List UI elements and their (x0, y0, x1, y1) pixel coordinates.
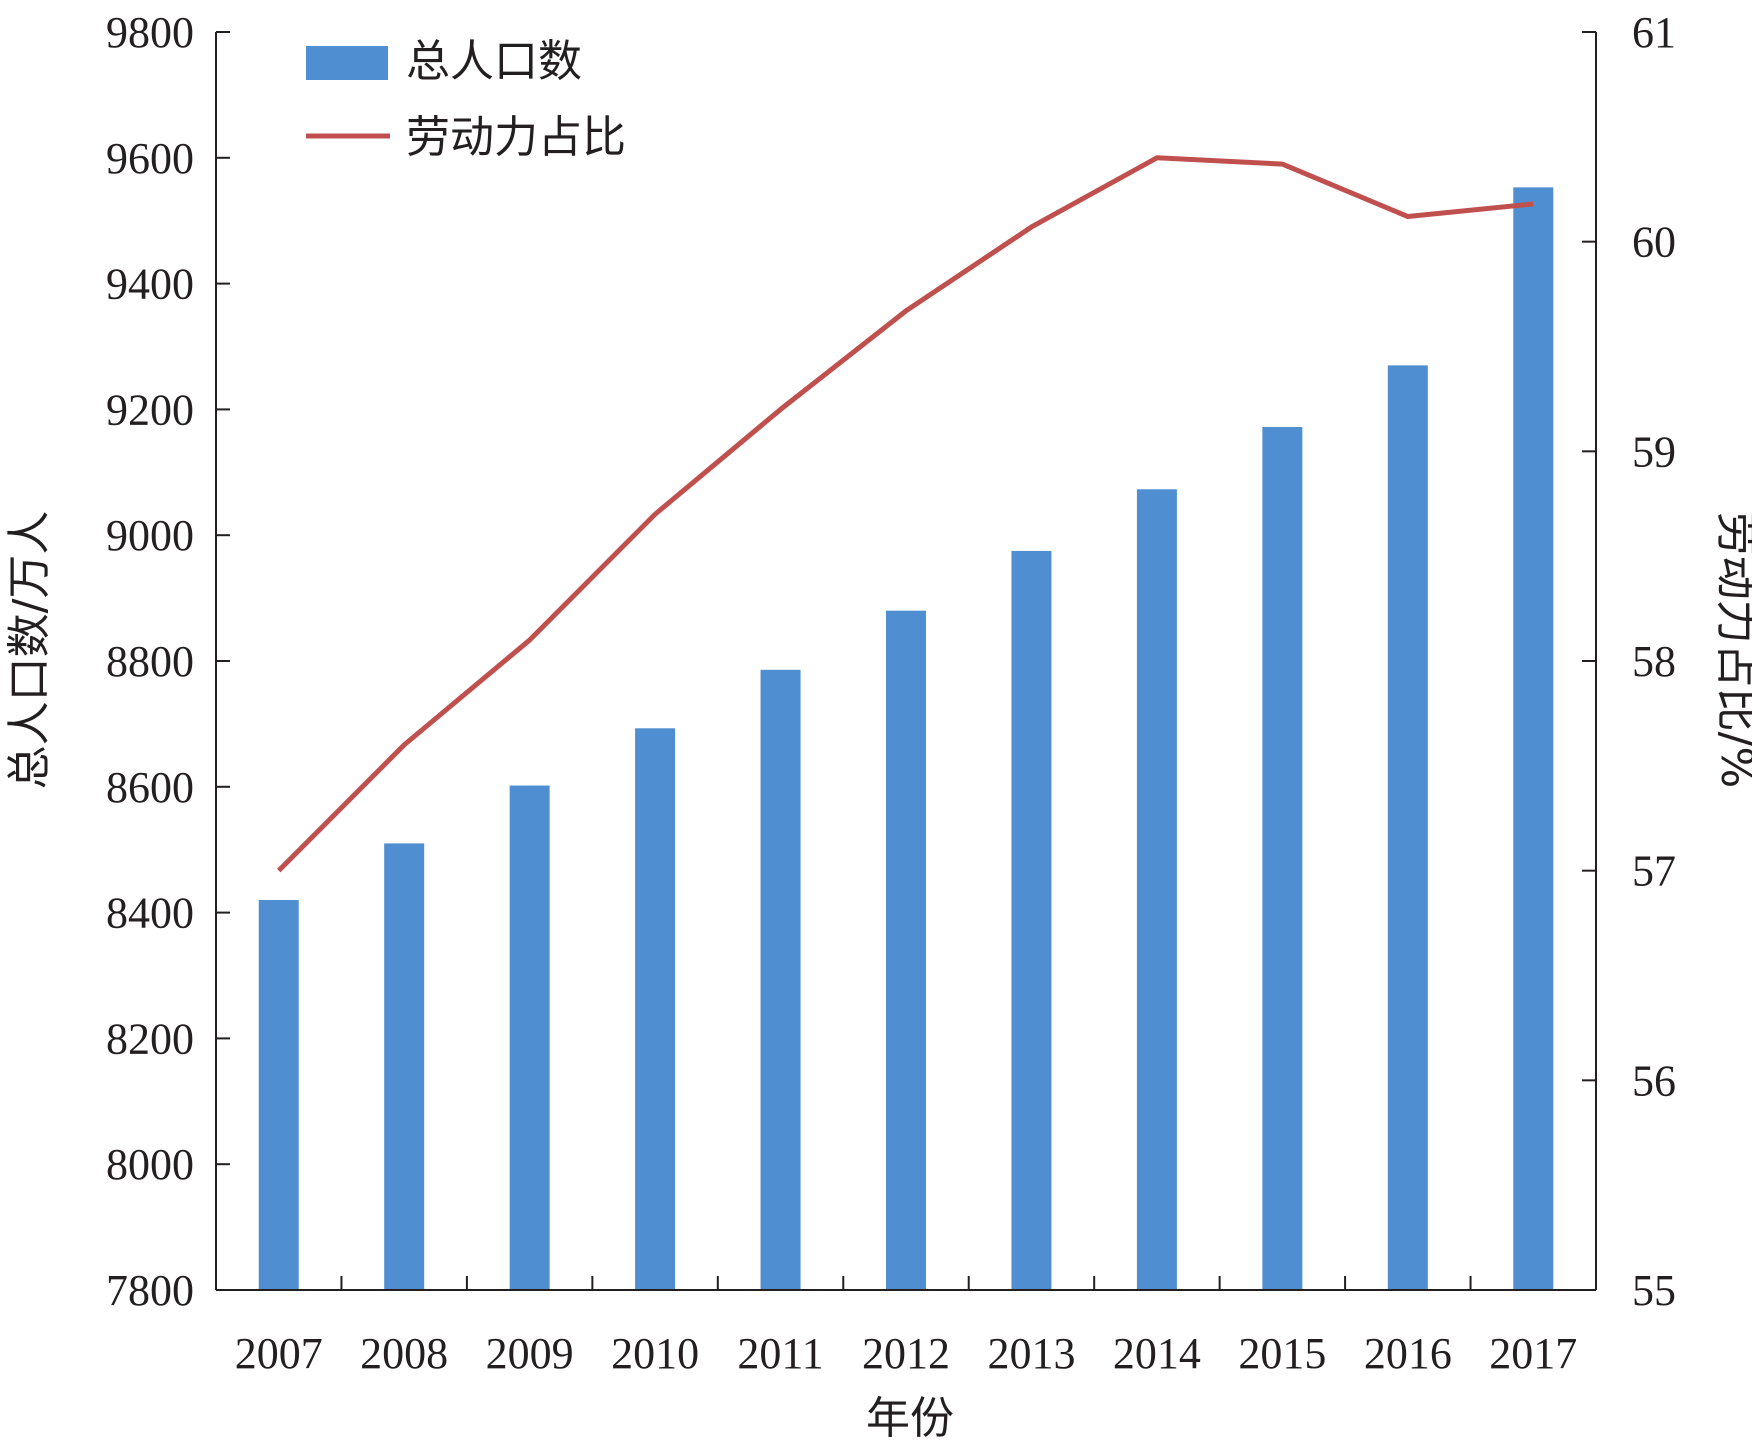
x-tick-label-2011: 2011 (737, 1329, 823, 1378)
bar-2017 (1513, 187, 1554, 1290)
ticks-layer: 7800 8000 8200 8400 8600 8800 9000 9200 9400 9600… (106, 8, 1676, 1378)
x-tick-label-2014: 2014 (1113, 1329, 1201, 1378)
left-tick-label: 8000 (106, 1140, 194, 1189)
left-tick-label: 9400 (106, 260, 194, 309)
left-tick-label: 8800 (106, 637, 194, 686)
bar-2013 (1011, 550, 1052, 1290)
bar-2008 (384, 843, 425, 1290)
bar-2009 (509, 785, 550, 1290)
left-tick-label: 8200 (106, 1014, 194, 1063)
x-tick-label-2017: 2017 (1489, 1329, 1577, 1378)
left-axis-title: 总人口数/万人 (4, 511, 55, 790)
x-tick-label-2013: 2013 (987, 1329, 1075, 1378)
bar-2015 (1262, 427, 1303, 1291)
right-tick-label: 58 (1632, 637, 1676, 686)
bar-2012 (886, 610, 926, 1290)
x-tick-label-2007: 2007 (235, 1329, 323, 1378)
x-tick-label-2010: 2010 (611, 1329, 699, 1378)
left-tick-label: 7800 (106, 1266, 194, 1315)
left-tick-label: 8600 (106, 763, 194, 812)
right-axis-title: 劳动力占比/% (1711, 512, 1752, 789)
x-tick-label-2015: 2015 (1238, 1329, 1326, 1378)
x-tick-label-2016: 2016 (1364, 1329, 1452, 1378)
right-tick-label: 61 (1632, 8, 1676, 57)
left-tick-label: 9200 (106, 385, 194, 434)
left-tick-label: 8400 (106, 889, 194, 938)
bars-layer (258, 187, 1554, 1291)
legend-label-line: 劳动力占比 (406, 112, 626, 163)
legend: 总人口数 劳动力占比 (306, 36, 626, 163)
line-layer (276, 155, 1534, 873)
legend-label-bar: 总人口数 (406, 36, 582, 87)
right-tick-label: 60 (1632, 218, 1676, 267)
bar-2010 (635, 728, 676, 1290)
legend-swatch-bar (306, 46, 388, 80)
bar-2014 (1136, 489, 1177, 1291)
x-tick-label-2012: 2012 (862, 1329, 950, 1378)
x-tick-label-2009: 2009 (486, 1329, 574, 1378)
left-tick-label: 9600 (106, 134, 194, 183)
bar-2016 (1387, 365, 1428, 1290)
right-tick-label: 59 (1632, 427, 1676, 476)
x-axis-title: 年份 (866, 1393, 954, 1444)
right-tick-label: 56 (1632, 1056, 1676, 1105)
left-tick-label: 9800 (106, 8, 194, 57)
bar-2011 (760, 669, 801, 1290)
left-tick-label: 9000 (106, 511, 194, 560)
right-tick-label: 57 (1632, 847, 1676, 896)
x-tick-label-2008: 2008 (360, 1329, 448, 1378)
bar-2007 (258, 900, 299, 1290)
right-tick-label: 55 (1632, 1266, 1676, 1315)
